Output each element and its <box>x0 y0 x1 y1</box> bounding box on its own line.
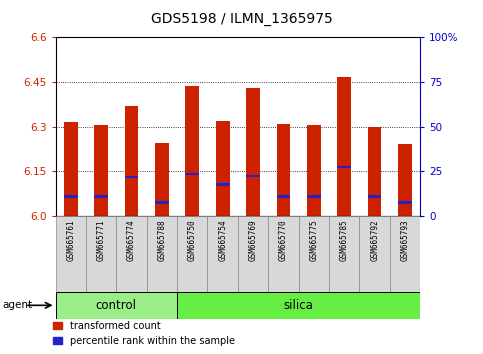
FancyBboxPatch shape <box>359 216 390 292</box>
Text: GSM665750: GSM665750 <box>188 220 197 261</box>
Bar <box>246 88 260 216</box>
FancyBboxPatch shape <box>329 216 359 292</box>
Text: GSM665792: GSM665792 <box>370 220 379 261</box>
Text: GSM665771: GSM665771 <box>97 220 106 261</box>
Bar <box>155 201 169 204</box>
Bar <box>368 126 382 216</box>
FancyBboxPatch shape <box>390 216 420 292</box>
Bar <box>216 121 229 216</box>
FancyBboxPatch shape <box>238 216 268 292</box>
Bar <box>398 201 412 204</box>
Text: GSM665769: GSM665769 <box>249 220 257 261</box>
FancyBboxPatch shape <box>116 216 147 292</box>
Bar <box>94 195 108 198</box>
Bar <box>368 195 382 198</box>
Bar <box>277 195 290 198</box>
Text: GSM665770: GSM665770 <box>279 220 288 261</box>
Bar <box>155 143 169 216</box>
Text: GSM665754: GSM665754 <box>218 220 227 261</box>
Text: GSM665785: GSM665785 <box>340 220 349 261</box>
Text: agent: agent <box>2 300 32 310</box>
Bar <box>338 166 351 168</box>
Text: GSM665775: GSM665775 <box>309 220 318 261</box>
FancyBboxPatch shape <box>56 292 177 319</box>
Bar <box>398 144 412 216</box>
FancyBboxPatch shape <box>147 216 177 292</box>
FancyBboxPatch shape <box>177 216 208 292</box>
FancyBboxPatch shape <box>56 216 86 292</box>
Text: GSM665788: GSM665788 <box>157 220 167 261</box>
Text: GSM665761: GSM665761 <box>66 220 75 261</box>
FancyBboxPatch shape <box>208 216 238 292</box>
FancyBboxPatch shape <box>298 216 329 292</box>
FancyBboxPatch shape <box>86 216 116 292</box>
Bar <box>125 106 138 216</box>
Bar <box>277 124 290 216</box>
Bar <box>64 122 78 216</box>
Text: GDS5198 / ILMN_1365975: GDS5198 / ILMN_1365975 <box>151 12 332 27</box>
Text: silica: silica <box>284 299 313 312</box>
Bar <box>338 78 351 216</box>
Text: GSM665793: GSM665793 <box>400 220 410 261</box>
FancyBboxPatch shape <box>177 292 420 319</box>
Legend: transformed count, percentile rank within the sample: transformed count, percentile rank withi… <box>53 321 235 346</box>
Bar <box>246 175 260 177</box>
Bar <box>307 125 321 216</box>
Bar <box>125 176 138 178</box>
Bar <box>216 183 229 186</box>
Bar <box>307 195 321 198</box>
Text: control: control <box>96 299 137 312</box>
Bar <box>185 86 199 216</box>
Bar <box>185 173 199 176</box>
Text: GSM665774: GSM665774 <box>127 220 136 261</box>
FancyBboxPatch shape <box>268 216 298 292</box>
Bar <box>94 125 108 216</box>
Bar <box>64 195 78 198</box>
